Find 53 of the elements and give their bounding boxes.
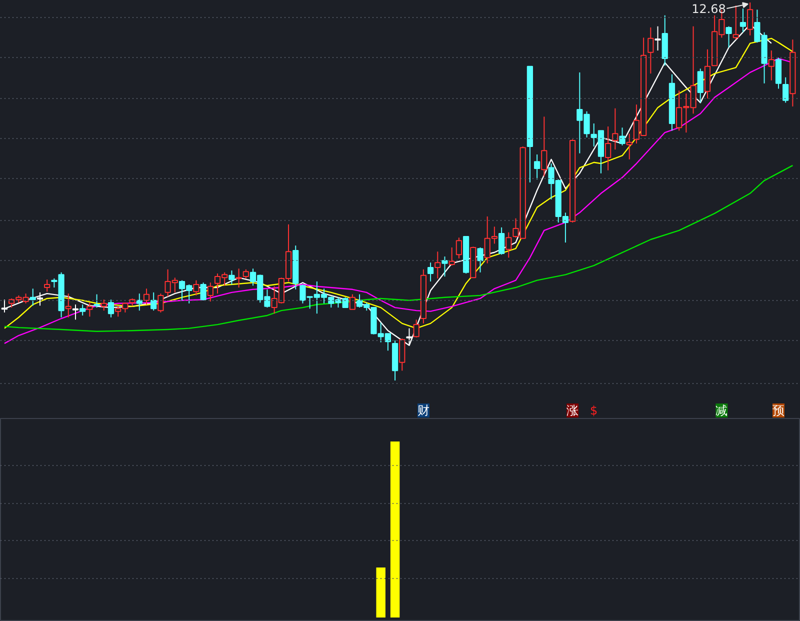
candlestick bbox=[434, 251, 441, 279]
candlestick bbox=[65, 293, 72, 318]
candlestick bbox=[732, 5, 739, 40]
candlestick bbox=[158, 293, 164, 313]
text: 涨 bbox=[566, 404, 579, 418]
candlestick bbox=[605, 126, 612, 171]
candlestick bbox=[207, 282, 214, 302]
candlestick bbox=[442, 256, 448, 278]
candlestick bbox=[399, 338, 406, 372]
candlestick bbox=[782, 76, 789, 104]
candlestick bbox=[100, 299, 107, 312]
text: $ bbox=[590, 404, 598, 418]
candlestick bbox=[80, 304, 86, 316]
text: 减 bbox=[716, 404, 728, 418]
candlestick bbox=[200, 282, 206, 301]
candlestick bbox=[775, 57, 782, 90]
candlestick bbox=[94, 294, 100, 308]
candlestick bbox=[242, 268, 249, 279]
candlestick bbox=[86, 302, 93, 318]
candlestick bbox=[108, 299, 114, 318]
candlestick bbox=[697, 68, 704, 104]
candlestick bbox=[612, 108, 618, 150]
candlestick bbox=[726, 26, 732, 48]
candlestick bbox=[72, 304, 79, 320]
candlestick bbox=[30, 288, 36, 306]
candlestick bbox=[448, 246, 455, 266]
candlestick bbox=[498, 226, 505, 256]
candlestick bbox=[506, 232, 512, 258]
candlestick bbox=[44, 279, 50, 292]
candlestick bbox=[477, 246, 484, 273]
candlestick bbox=[541, 116, 548, 177]
candlestick bbox=[747, 2, 754, 36]
candlestick bbox=[534, 154, 540, 180]
annotation: 12.68 bbox=[692, 2, 726, 16]
candlestick bbox=[228, 270, 235, 285]
candlestick bbox=[648, 26, 654, 74]
candlestick bbox=[619, 127, 626, 146]
candlestick bbox=[349, 294, 356, 310]
candlestick bbox=[740, 8, 746, 33]
candlestick bbox=[427, 262, 434, 282]
candlestick bbox=[36, 292, 44, 306]
text: 财 bbox=[417, 404, 430, 418]
candlestick bbox=[768, 50, 774, 81]
candlestick bbox=[143, 288, 150, 306]
text: 预 bbox=[772, 404, 784, 418]
candlestick bbox=[456, 237, 462, 259]
candlestick bbox=[136, 293, 142, 312]
candlestick bbox=[626, 133, 632, 160]
candlestick bbox=[193, 280, 200, 296]
candlestick bbox=[150, 292, 157, 312]
candlestick bbox=[413, 319, 420, 338]
candlestick bbox=[236, 268, 242, 288]
candlestick bbox=[654, 26, 661, 52]
